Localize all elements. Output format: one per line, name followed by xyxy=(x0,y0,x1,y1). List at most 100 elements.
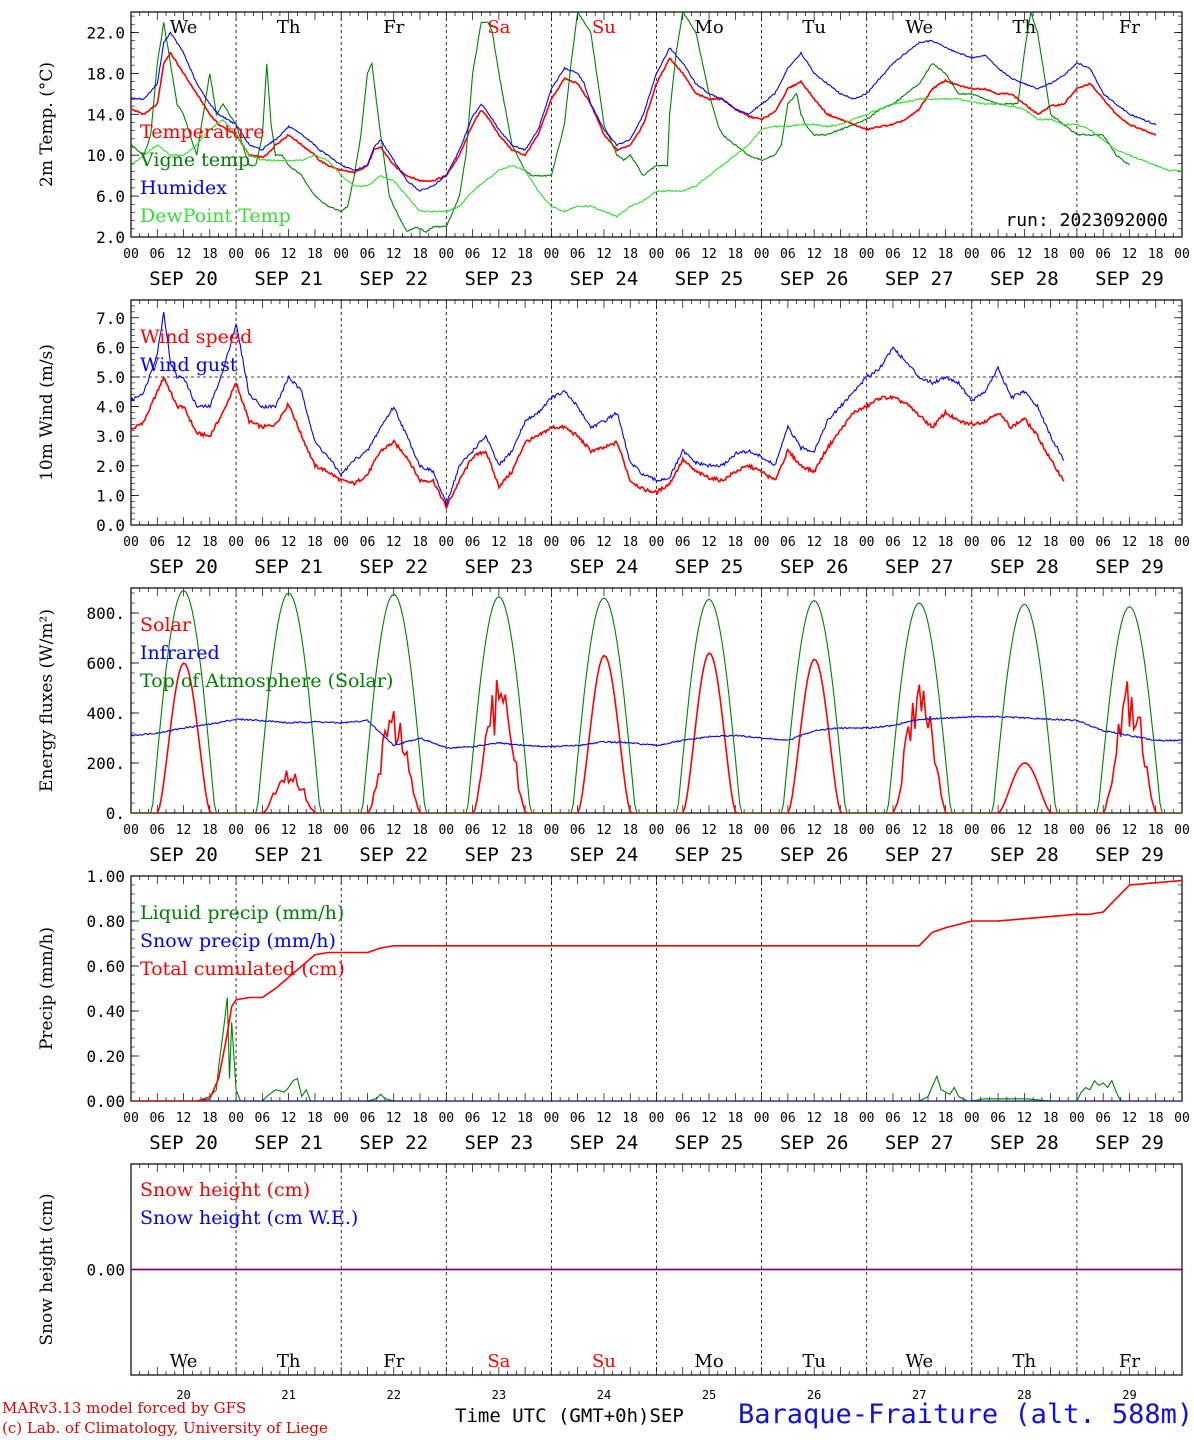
series-line-humidex xyxy=(131,31,1157,192)
hour-tick-label: 06 xyxy=(360,247,376,262)
hour-tick-label: 18 xyxy=(412,247,428,262)
hour-tick-label: 06 xyxy=(885,535,901,550)
hour-tick-label: 00 xyxy=(754,535,770,550)
date-label: SEP 24 xyxy=(570,1132,639,1154)
hour-tick-label: 12 xyxy=(176,823,192,838)
series-line-top-of-atmosphere-solar- xyxy=(131,589,1182,813)
date-label: SEP 22 xyxy=(359,556,428,578)
weekday-label: Su xyxy=(592,17,616,38)
y-tick-label: 18.0 xyxy=(86,64,125,83)
date-label: SEP 26 xyxy=(780,1132,849,1154)
hour-tick-label: 18 xyxy=(938,535,954,550)
series-line-vigne-temp xyxy=(131,12,1130,233)
hour-tick-label: 12 xyxy=(176,247,192,262)
hour-tick-label: 00 xyxy=(228,247,244,262)
hour-tick-label: 00 xyxy=(859,1111,875,1126)
hour-tick-label: 00 xyxy=(228,823,244,838)
hour-tick-label: 18 xyxy=(202,823,218,838)
hour-tick-label: 18 xyxy=(307,247,323,262)
series-layer xyxy=(131,879,1182,1101)
hour-tick-label: 18 xyxy=(307,1111,323,1126)
hour-tick-label: 00 xyxy=(964,535,980,550)
hour-tick-label: 12 xyxy=(176,1111,192,1126)
hour-tick-label: 12 xyxy=(911,535,927,550)
date-label: SEP 20 xyxy=(149,844,218,866)
date-label: SEP 20 xyxy=(149,1132,218,1154)
date-label: SEP 22 xyxy=(359,844,428,866)
date-label: SEP 29 xyxy=(1095,268,1164,290)
hour-tick-label: 18 xyxy=(517,247,533,262)
hour-tick-label: 06 xyxy=(255,823,271,838)
legend-entry: Vigne temp xyxy=(139,149,250,171)
hour-tick-label: 00 xyxy=(649,1111,665,1126)
date-label: SEP 24 xyxy=(570,556,639,578)
hour-tick-label: 06 xyxy=(255,535,271,550)
y-tick-label: 0.40 xyxy=(86,1002,125,1021)
hour-tick-label: 18 xyxy=(412,1111,428,1126)
day-number: 24 xyxy=(597,1388,611,1402)
y-tick-label: 0.80 xyxy=(86,912,125,931)
hour-tick-label: 12 xyxy=(281,535,297,550)
hour-tick-label: 06 xyxy=(885,1111,901,1126)
hour-tick-label: 06 xyxy=(780,1111,796,1126)
hour-tick-label: 18 xyxy=(833,535,849,550)
hour-tick-label: 12 xyxy=(701,535,717,550)
hour-tick-label: 18 xyxy=(622,247,638,262)
weekday-label: Th xyxy=(1013,1351,1037,1372)
date-label: SEP 20 xyxy=(149,268,218,290)
credit-lab: (c) Lab. of Climatology, University of L… xyxy=(2,1419,328,1437)
day-number: 27 xyxy=(912,1388,926,1402)
hour-tick-label: 18 xyxy=(1148,823,1164,838)
y-tick-label: 0.00 xyxy=(86,1092,125,1111)
hour-tick-label: 06 xyxy=(1095,535,1111,550)
series-layer xyxy=(131,12,1182,233)
hour-tick-label: 00 xyxy=(1174,823,1190,838)
hour-tick-label: 12 xyxy=(1017,823,1033,838)
legend-entry: Snow precip (mm/h) xyxy=(140,930,336,952)
y-tick-label: 3.0 xyxy=(96,427,125,446)
hour-tick-label: 18 xyxy=(833,1111,849,1126)
hour-tick-label: 18 xyxy=(202,535,218,550)
date-label: SEP 25 xyxy=(675,1132,744,1154)
hour-tick-label: 12 xyxy=(1017,1111,1033,1126)
hour-tick-label: 12 xyxy=(1122,535,1138,550)
hour-tick-label: 18 xyxy=(1148,535,1164,550)
hour-tick-label: 06 xyxy=(465,1111,481,1126)
hour-tick-label: 06 xyxy=(780,535,796,550)
series-line-total-cumulated-cm- xyxy=(131,879,1182,1101)
y-tick-label: 2.0 xyxy=(96,457,125,476)
hour-tick-label: 12 xyxy=(911,1111,927,1126)
hour-tick-label: 12 xyxy=(1122,1111,1138,1126)
hour-tick-label: 00 xyxy=(1174,1111,1190,1126)
date-label: SEP 28 xyxy=(990,844,1059,866)
hour-tick-label: 18 xyxy=(727,1111,743,1126)
date-label: SEP 21 xyxy=(254,1132,323,1154)
hour-tick-label: 18 xyxy=(517,1111,533,1126)
hour-tick-label: 00 xyxy=(333,535,349,550)
hour-tick-label: 12 xyxy=(596,535,612,550)
date-label: SEP 27 xyxy=(885,268,954,290)
credit-model: MARv3.13 model forced by GFS xyxy=(2,1399,247,1417)
hour-tick-label: 06 xyxy=(465,823,481,838)
y-tick-label: 200. xyxy=(86,754,125,773)
hour-tick-label: 18 xyxy=(622,823,638,838)
date-label: SEP 21 xyxy=(254,268,323,290)
hour-tick-label: 12 xyxy=(1017,535,1033,550)
hour-tick-label: 06 xyxy=(675,1111,691,1126)
hour-tick-label: 12 xyxy=(911,247,927,262)
hour-tick-label: 06 xyxy=(149,823,165,838)
y-tick-label: 0. xyxy=(106,804,125,823)
run-label: run: 2023092000 xyxy=(1005,210,1168,231)
hour-tick-label: 00 xyxy=(228,535,244,550)
hour-tick-label: 00 xyxy=(123,1111,139,1126)
hour-tick-label: 12 xyxy=(386,247,402,262)
day-number: 26 xyxy=(807,1388,821,1402)
y-tick-label: 600. xyxy=(86,654,125,673)
weekday-label: Fr xyxy=(383,1351,404,1372)
hour-tick-label: 12 xyxy=(386,823,402,838)
hour-tick-label: 18 xyxy=(833,247,849,262)
hour-tick-label: 06 xyxy=(990,1111,1006,1126)
hour-tick-label: 18 xyxy=(412,535,428,550)
y-tick-label: 2.0 xyxy=(96,228,125,247)
weekday-label: Fr xyxy=(1119,1351,1140,1372)
